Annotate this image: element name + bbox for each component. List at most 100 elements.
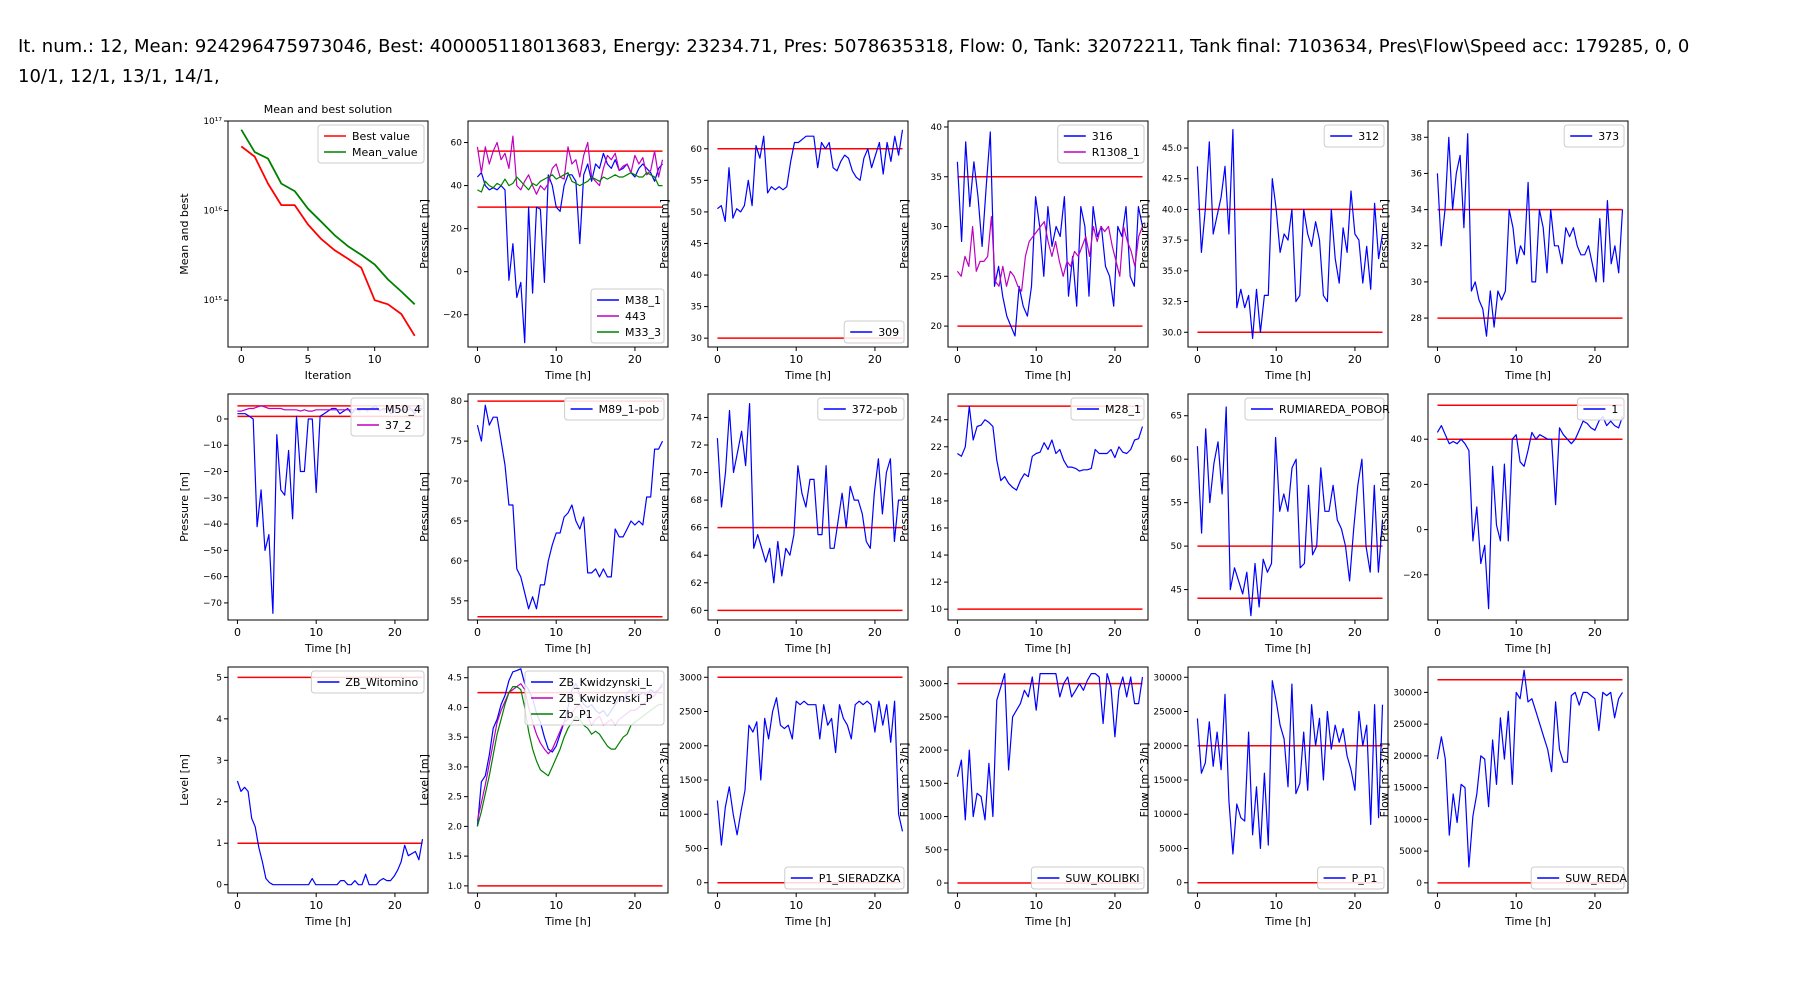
legend-entry: P_P1 <box>1352 872 1378 885</box>
legend: SUW_KOLIBKI <box>1030 866 1145 890</box>
y-axis-label: Flow [m^3/h] <box>898 743 911 818</box>
y-tick-label: 75 <box>451 437 462 447</box>
y-tick-label: 4.5 <box>448 674 462 684</box>
x-tick-label: 10 <box>549 353 563 366</box>
legend: ZB_Kwidzynski_L ZB_Kwidzynski_P Zb_P1 <box>524 670 665 726</box>
legend-entry: 316 <box>1092 130 1113 143</box>
x-tick-label: 10 <box>1509 899 1523 912</box>
y-tick-label: 66 <box>691 524 703 534</box>
x-axis-label: Time [h] <box>1504 369 1551 382</box>
x-tick-label: 20 <box>1588 899 1602 912</box>
x-tick-label: 0 <box>234 899 241 912</box>
legend-entry: Best value <box>352 130 410 143</box>
y-axis-label: Pressure [m] <box>898 199 911 269</box>
y-tick-label: 3000 <box>919 680 942 690</box>
x-axis-label: Iteration <box>305 369 352 382</box>
y-tick-label: −50 <box>203 546 222 556</box>
y-tick-label: 60 <box>1171 455 1183 465</box>
y-tick-label: 1.0 <box>448 882 463 892</box>
x-tick-label: 0 <box>714 899 721 912</box>
y-axis-label: Pressure [m] <box>1138 199 1151 269</box>
y-tick-label: 3 <box>216 756 222 766</box>
x-tick-label: 20 <box>1108 353 1122 366</box>
y-tick-label: −10 <box>203 441 222 451</box>
y-tick-label: 35 <box>691 303 702 313</box>
legend-box <box>1057 124 1145 164</box>
y-tick-label: 35.0 <box>1162 267 1182 277</box>
x-tick-label: 0 <box>954 626 961 639</box>
y-tick-label: 1500 <box>679 776 702 786</box>
summary-line-1: It. num.: 12, Mean: 924296475973046, Bes… <box>18 36 1690 57</box>
y-tick-label: 45.0 <box>1162 144 1182 154</box>
series-line-mean-value <box>240 129 416 305</box>
y-tick-label: 18 <box>931 497 943 507</box>
y-tick-label: 1000 <box>919 813 942 823</box>
series-line-372-pob <box>716 403 903 584</box>
y-tick-label: 500 <box>685 844 702 854</box>
y-tick-label: 0 <box>456 268 462 278</box>
series-line-312 <box>1196 129 1384 339</box>
y-tick-label: 40 <box>451 182 463 192</box>
legend: M89_1-pob <box>564 397 665 421</box>
y-tick-label: 32 <box>1411 242 1422 252</box>
x-axis-label: Time [h] <box>304 915 351 928</box>
y-tick-label: 20000 <box>1393 752 1422 762</box>
series-line-m50-4 <box>237 405 423 615</box>
y-tick-label: 5 <box>216 673 222 683</box>
legend-entry: M89_1-pob <box>599 403 660 416</box>
legend-entry: M38_1 <box>625 294 661 307</box>
chart-panel-1: Mean and best solution 0 5 10 10¹⁵ 10¹⁶ 10¹⁷ It… <box>178 103 429 382</box>
chart-panel-9: 0 10 20 60 62 64 66 68 70 72 74 Time [h] Pressure [m… <box>658 393 909 655</box>
plot-frame <box>1427 666 1629 894</box>
x-axis-label: Time [h] <box>544 642 591 655</box>
y-tick-label: 74 <box>691 413 703 423</box>
plot-frame <box>467 393 669 621</box>
chart-panel-10: 0 10 20 10 12 14 16 18 20 22 24 Time [h] Pressure [m… <box>898 393 1149 655</box>
y-tick-label: 40.0 <box>1162 205 1182 215</box>
y-axis-label: Flow [m^3/h] <box>1138 743 1151 818</box>
plot-frame <box>947 393 1149 621</box>
x-tick-label: 0 <box>1194 626 1201 639</box>
x-tick-label: 10 <box>789 353 803 366</box>
chart-panel-13: 0 10 20 0 1 2 3 4 5 Time [h] Level [m] ZB_Witomino <box>178 666 429 928</box>
legend-entry: 373 <box>1598 130 1619 143</box>
legend-box <box>1323 124 1385 148</box>
series-line-rumiareda-pobor <box>1196 406 1384 617</box>
y-tick-label: 50 <box>1171 542 1183 552</box>
series-line-m33-3 <box>477 172 663 193</box>
plot-frame <box>707 666 909 894</box>
y-tick-label: 80 <box>451 397 463 407</box>
y-tick-label: 10000 <box>1153 810 1182 820</box>
chart-panel-4: 0 10 20 20 25 30 35 40 Time [h] Pressure [m] 316 R1… <box>898 120 1149 382</box>
y-tick-label: 70 <box>691 469 703 479</box>
plot-frame <box>707 120 909 348</box>
y-tick-label: 15000 <box>1153 776 1182 786</box>
y-tick-label: 22 <box>931 443 942 453</box>
legend-entry: Zb_P1 <box>559 708 593 721</box>
x-tick-label: 20 <box>1348 353 1362 366</box>
y-tick-label: 38 <box>1411 133 1423 143</box>
y-axis-label: Pressure [m] <box>178 472 191 542</box>
y-tick-label: 34 <box>1411 206 1423 216</box>
x-tick-label: 0 <box>1434 626 1441 639</box>
x-tick-label: 0 <box>1434 353 1441 366</box>
plot-frame <box>1427 393 1629 621</box>
legend-entry: M50_4 <box>385 403 421 416</box>
x-tick-label: 0 <box>1194 353 1201 366</box>
y-axis-label: Level [m] <box>418 754 431 806</box>
x-tick-label: 10 <box>309 899 323 912</box>
y-tick-label: −60 <box>203 573 222 583</box>
y-tick-label: 37.5 <box>1162 236 1182 246</box>
series-line-suw-kolibki <box>956 672 1144 821</box>
x-tick-label: 20 <box>1348 626 1362 639</box>
y-tick-label: 15000 <box>1393 784 1422 794</box>
y-tick-label: 65 <box>1171 412 1182 422</box>
legend: 372-pob <box>817 397 905 421</box>
y-tick-label: 62 <box>691 579 702 589</box>
y-tick-label: 10000 <box>1393 815 1422 825</box>
legend-entry: M33_3 <box>625 326 661 339</box>
x-axis-label: Time [h] <box>1024 369 1071 382</box>
y-tick-label: −40 <box>203 520 222 530</box>
legend: M38_1 443 M33_3 <box>590 288 665 344</box>
legend-entry: ZB_Kwidzynski_P <box>559 692 653 705</box>
